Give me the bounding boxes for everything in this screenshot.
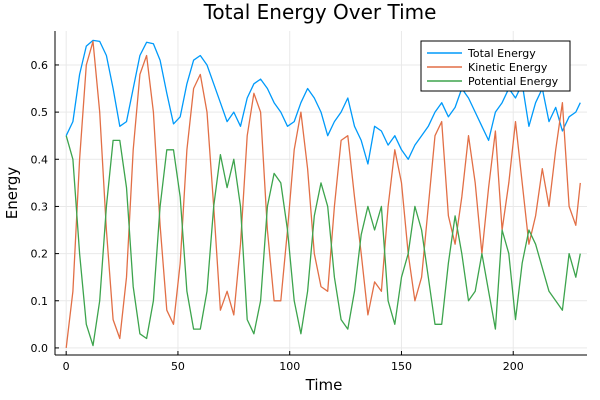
legend-box [420, 40, 571, 92]
legend-label-kinetic: Kinetic Energy [468, 61, 548, 74]
chart-title: Total Energy Over Time [203, 0, 437, 24]
plot-area [65, 39, 581, 348]
ticks-layer: 0 50 100 150 200 0.0 0.1 0.2 0.3 0.4 0.5 0.6 [31, 59, 524, 373]
legend-label-potential: Potential Energy [468, 75, 559, 88]
legend-label-total: Total Energy [467, 47, 536, 60]
y-tick-label-3: 0.3 [31, 200, 49, 213]
y-tick-label-5: 0.5 [31, 106, 49, 119]
x-tick-label-0: 0 [63, 360, 70, 373]
legend: Total Energy Kinetic Energy Potential En… [420, 40, 571, 92]
x-axis-label: Time [305, 376, 343, 394]
y-tick-label-1: 0.1 [31, 295, 49, 308]
y-tick-label-6: 0.6 [31, 59, 49, 72]
total-energy-line [65, 39, 581, 165]
y-tick-label-4: 0.4 [31, 153, 49, 166]
x-tick-label-2: 100 [279, 360, 300, 373]
y-axis-label: Energy [3, 167, 21, 220]
potential-energy-line [65, 135, 581, 347]
x-tick-label-1: 50 [171, 360, 185, 373]
kinetic-energy-line [65, 40, 581, 348]
x-tick-label-4: 200 [503, 360, 524, 373]
x-tick-label-3: 150 [391, 360, 412, 373]
y-tick-label-0: 0.0 [31, 342, 49, 355]
y-tick-label-2: 0.2 [31, 248, 49, 261]
